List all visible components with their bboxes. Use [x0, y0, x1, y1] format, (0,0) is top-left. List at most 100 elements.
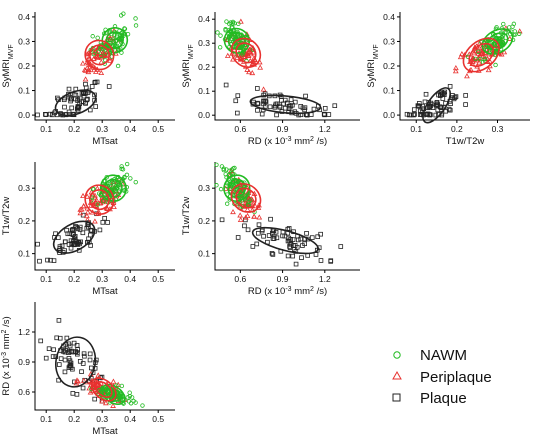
y-axis-label: SyMRIMVF	[366, 44, 380, 87]
nawm-point	[229, 182, 235, 187]
nawm-point	[230, 19, 236, 25]
periplaque-point	[82, 76, 89, 82]
y-tick-label: 0.0	[383, 110, 395, 120]
x-tick-label: 0.1	[40, 414, 52, 424]
nawm-point	[511, 21, 517, 27]
plaque-point	[70, 391, 76, 396]
x-tick-label: 0.2	[68, 414, 80, 424]
plaque-point	[80, 385, 86, 391]
plaque-point	[87, 357, 93, 363]
plaque-point	[35, 112, 40, 118]
nawm-point	[234, 186, 239, 192]
plaque-point	[318, 231, 323, 237]
periplaque-point	[80, 377, 87, 383]
nawm-point	[221, 166, 226, 171]
plaque-point	[288, 241, 293, 247]
periplaque-point	[230, 208, 236, 215]
plaque-point	[290, 102, 295, 108]
scatter-panel-2: 0.6 0.9 1.2 0.0 0.1 0.2 0.3 0.4 RD (x 10-3 mm2 /…	[181, 12, 360, 147]
scatter-panel-6: 0.1 0.2 0.3 0.4 0.5 0.6 0.9 1.2 MTsat RD (x 10-3 …	[1, 302, 175, 437]
plaque-point	[302, 107, 307, 113]
x-tick-label: 0.9	[277, 124, 289, 134]
periplaque-point	[249, 69, 256, 76]
nawm-point	[127, 393, 133, 399]
nawm-point	[476, 49, 481, 54]
periplaque-point	[260, 86, 267, 92]
y-axis-label: T1w/T2w	[181, 197, 192, 236]
y-tick-label: 0.6	[18, 387, 30, 397]
nawm-point	[128, 401, 134, 406]
nawm-point	[122, 174, 127, 180]
periplaque-point	[257, 64, 264, 70]
plaque-point	[69, 105, 75, 111]
plaque-point	[64, 227, 69, 233]
plaque-point	[259, 111, 265, 117]
plaque-point	[441, 92, 447, 98]
plaque-point	[411, 107, 417, 112]
nawm-confidence-ellipse	[99, 174, 127, 202]
axis-lines	[214, 12, 360, 121]
nawm-point	[490, 39, 495, 44]
periplaque-point	[475, 56, 481, 62]
plaque-point	[270, 236, 276, 241]
plaque-point	[242, 223, 247, 229]
plaque-confidence-ellipse	[249, 94, 322, 115]
plaque-point	[409, 112, 414, 118]
nawm-point	[96, 191, 102, 196]
plaque-point	[88, 243, 93, 248]
periplaque-point	[244, 66, 251, 72]
periplaque-point	[98, 69, 105, 76]
y-axis-label: RD (x 10-3 mm2 /s)	[1, 316, 13, 395]
periplaque-point	[110, 402, 116, 408]
plaque-point	[328, 259, 333, 264]
periplaque-point	[247, 49, 254, 55]
plaque-point	[92, 396, 98, 402]
plaque-point	[66, 356, 72, 361]
plaque-confidence-ellipse	[55, 336, 97, 388]
plaque-point	[105, 220, 110, 225]
plaque-point	[66, 109, 72, 115]
x-axis-label: RD (x 10-3 mm2 /s)	[248, 136, 327, 148]
plaque-point	[50, 354, 56, 359]
x-tick-label: 0.6	[234, 274, 246, 284]
nawm-point	[114, 33, 120, 38]
legend-plaque-label: Plaque	[420, 390, 467, 407]
nawm-point	[133, 16, 138, 21]
plaque-point	[74, 241, 80, 246]
legend-periplaque-marker	[392, 370, 402, 380]
plaque-point	[69, 241, 75, 247]
scatter-panel-4: 0.1 0.2 0.3 0.4 0.5 0.1 0.2 0.3 MTsat T1w/T2w	[1, 161, 175, 297]
periplaque-point	[95, 372, 102, 378]
x-tick-label: 0.1	[40, 274, 52, 284]
plaque-point	[56, 362, 62, 367]
legend-item-plaque: Plaque	[392, 390, 467, 407]
plaque-point	[274, 112, 279, 118]
periplaque-point	[244, 212, 251, 218]
nawm-point	[99, 53, 104, 59]
nawm-point	[124, 172, 130, 178]
x-tick-label: 0.2	[68, 124, 80, 134]
plaque-point	[92, 80, 98, 85]
periplaque-point	[75, 378, 81, 384]
y-tick-label: 0.1	[383, 86, 395, 96]
periplaque-point	[84, 213, 90, 219]
plaque-point	[92, 79, 98, 85]
nawm-point	[482, 56, 488, 62]
plaque-point	[46, 346, 52, 351]
plaque-point	[223, 82, 229, 88]
legend-item-periplaque: Periplaque	[392, 369, 492, 386]
plaque-point	[338, 244, 344, 249]
plaque-point	[62, 239, 68, 244]
nawm-point	[228, 20, 233, 25]
periplaque-point	[237, 212, 244, 218]
plaque-point	[45, 257, 50, 263]
periplaque-point	[96, 382, 103, 388]
nawm-point	[128, 176, 133, 181]
plaque-point	[447, 107, 453, 113]
plaque-point	[282, 233, 288, 239]
plaque-point	[73, 225, 79, 230]
y-axis-label: SyMRIMVF	[181, 44, 195, 87]
nawm-point	[236, 21, 241, 27]
nawm-point	[120, 167, 126, 172]
